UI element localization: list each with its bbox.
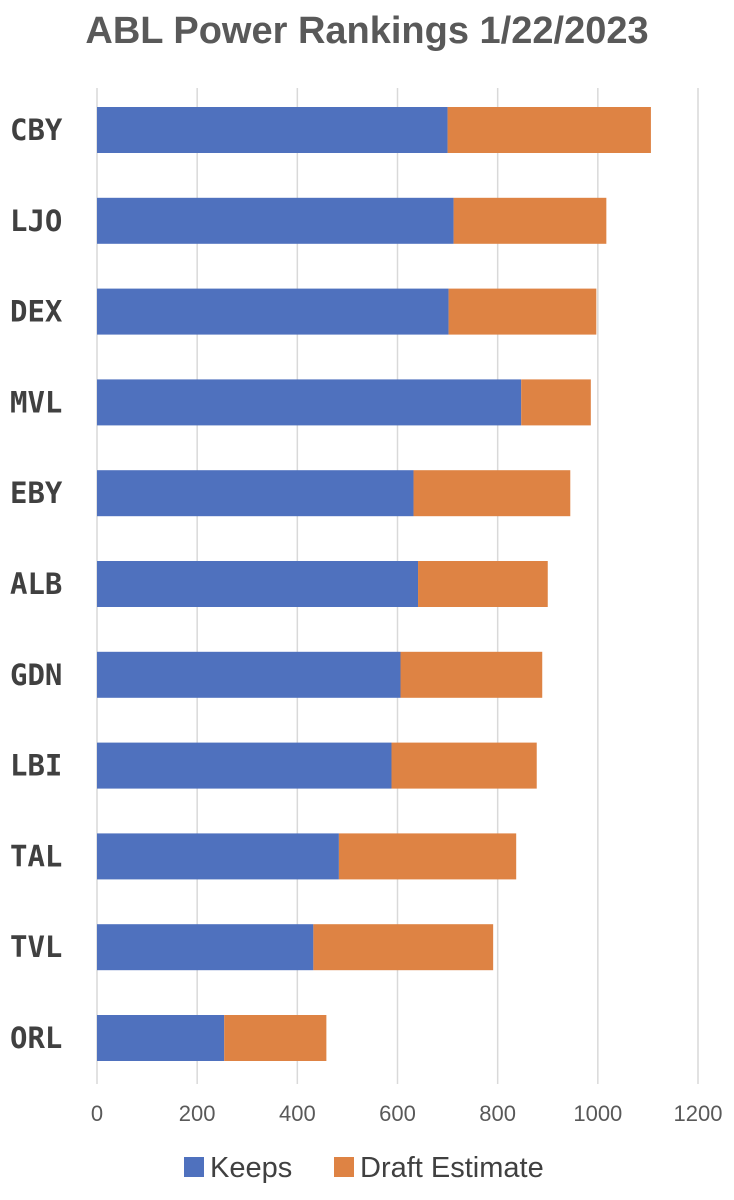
category-label-lbi: LBI bbox=[10, 749, 62, 783]
bar-tvl-draft-estimate bbox=[313, 924, 494, 971]
category-label-gdn: GDN bbox=[10, 658, 62, 692]
category-label-tvl: TVL bbox=[10, 930, 62, 964]
bar-tal-keeps bbox=[97, 833, 339, 880]
x-tick-label: 200 bbox=[179, 1101, 216, 1126]
legend-label-draft-estimate: Draft Estimate bbox=[360, 1152, 544, 1184]
bar-ljo-draft-estimate bbox=[453, 197, 607, 244]
bar-mvl-keeps bbox=[97, 379, 522, 426]
bar-cby-keeps bbox=[97, 107, 448, 153]
bar-tvl-keeps bbox=[97, 924, 314, 971]
bar-orl-draft-estimate bbox=[224, 1015, 327, 1061]
chart-title: ABL Power Rankings 1/22/2023 bbox=[85, 10, 649, 52]
bar-eby-keeps bbox=[97, 470, 414, 517]
category-label-mvl: MVL bbox=[10, 385, 62, 419]
bar-orl-keeps bbox=[97, 1015, 225, 1061]
tick-labels: 0 200 400 600 800 1000 1200 bbox=[91, 1101, 723, 1126]
x-tick-label: 1200 bbox=[674, 1101, 723, 1126]
x-tick-label: 800 bbox=[479, 1101, 516, 1126]
x-tick-label: 400 bbox=[279, 1101, 316, 1126]
bar-dex-draft-estimate bbox=[448, 288, 597, 335]
bar-gdn-draft-estimate bbox=[400, 651, 543, 698]
legend-swatch-draft-estimate bbox=[334, 1157, 354, 1177]
bar-eby-draft-estimate bbox=[413, 470, 571, 517]
bar-lbi-draft-estimate bbox=[391, 742, 537, 789]
x-tick-label: 1000 bbox=[573, 1101, 622, 1126]
category-label-cby: CBY bbox=[10, 113, 63, 147]
bar-tal-draft-estimate bbox=[338, 833, 517, 880]
category-label-orl: ORL bbox=[10, 1021, 62, 1055]
category-label-tal: TAL bbox=[10, 839, 62, 873]
category-label-alb: ALB bbox=[10, 567, 62, 601]
bar-gdn-keeps bbox=[97, 651, 401, 698]
legend: Keeps Draft Estimate bbox=[184, 1152, 544, 1184]
bar-ljo-keeps bbox=[97, 197, 454, 244]
category-label-ljo: LJO bbox=[10, 204, 62, 238]
bar-dex-keeps bbox=[97, 288, 449, 335]
x-tick-label: 600 bbox=[379, 1101, 416, 1126]
category-label-dex: DEX bbox=[10, 295, 63, 329]
bars bbox=[97, 107, 651, 1061]
category-label-eby: EBY bbox=[10, 476, 63, 510]
legend-label-keeps: Keeps bbox=[210, 1152, 292, 1184]
x-tick-label: 0 bbox=[91, 1101, 103, 1126]
bar-cby-draft-estimate bbox=[447, 107, 651, 153]
bar-alb-draft-estimate bbox=[418, 561, 548, 607]
bar-alb-keeps bbox=[97, 561, 419, 607]
category-labels: CBY LJO DEX MVL EBY ALB GDN LBI TAL TVL ORL bbox=[10, 113, 63, 1055]
bar-lbi-keeps bbox=[97, 742, 392, 789]
legend-swatch-keeps bbox=[184, 1157, 204, 1177]
bar-mvl-draft-estimate bbox=[521, 379, 591, 426]
